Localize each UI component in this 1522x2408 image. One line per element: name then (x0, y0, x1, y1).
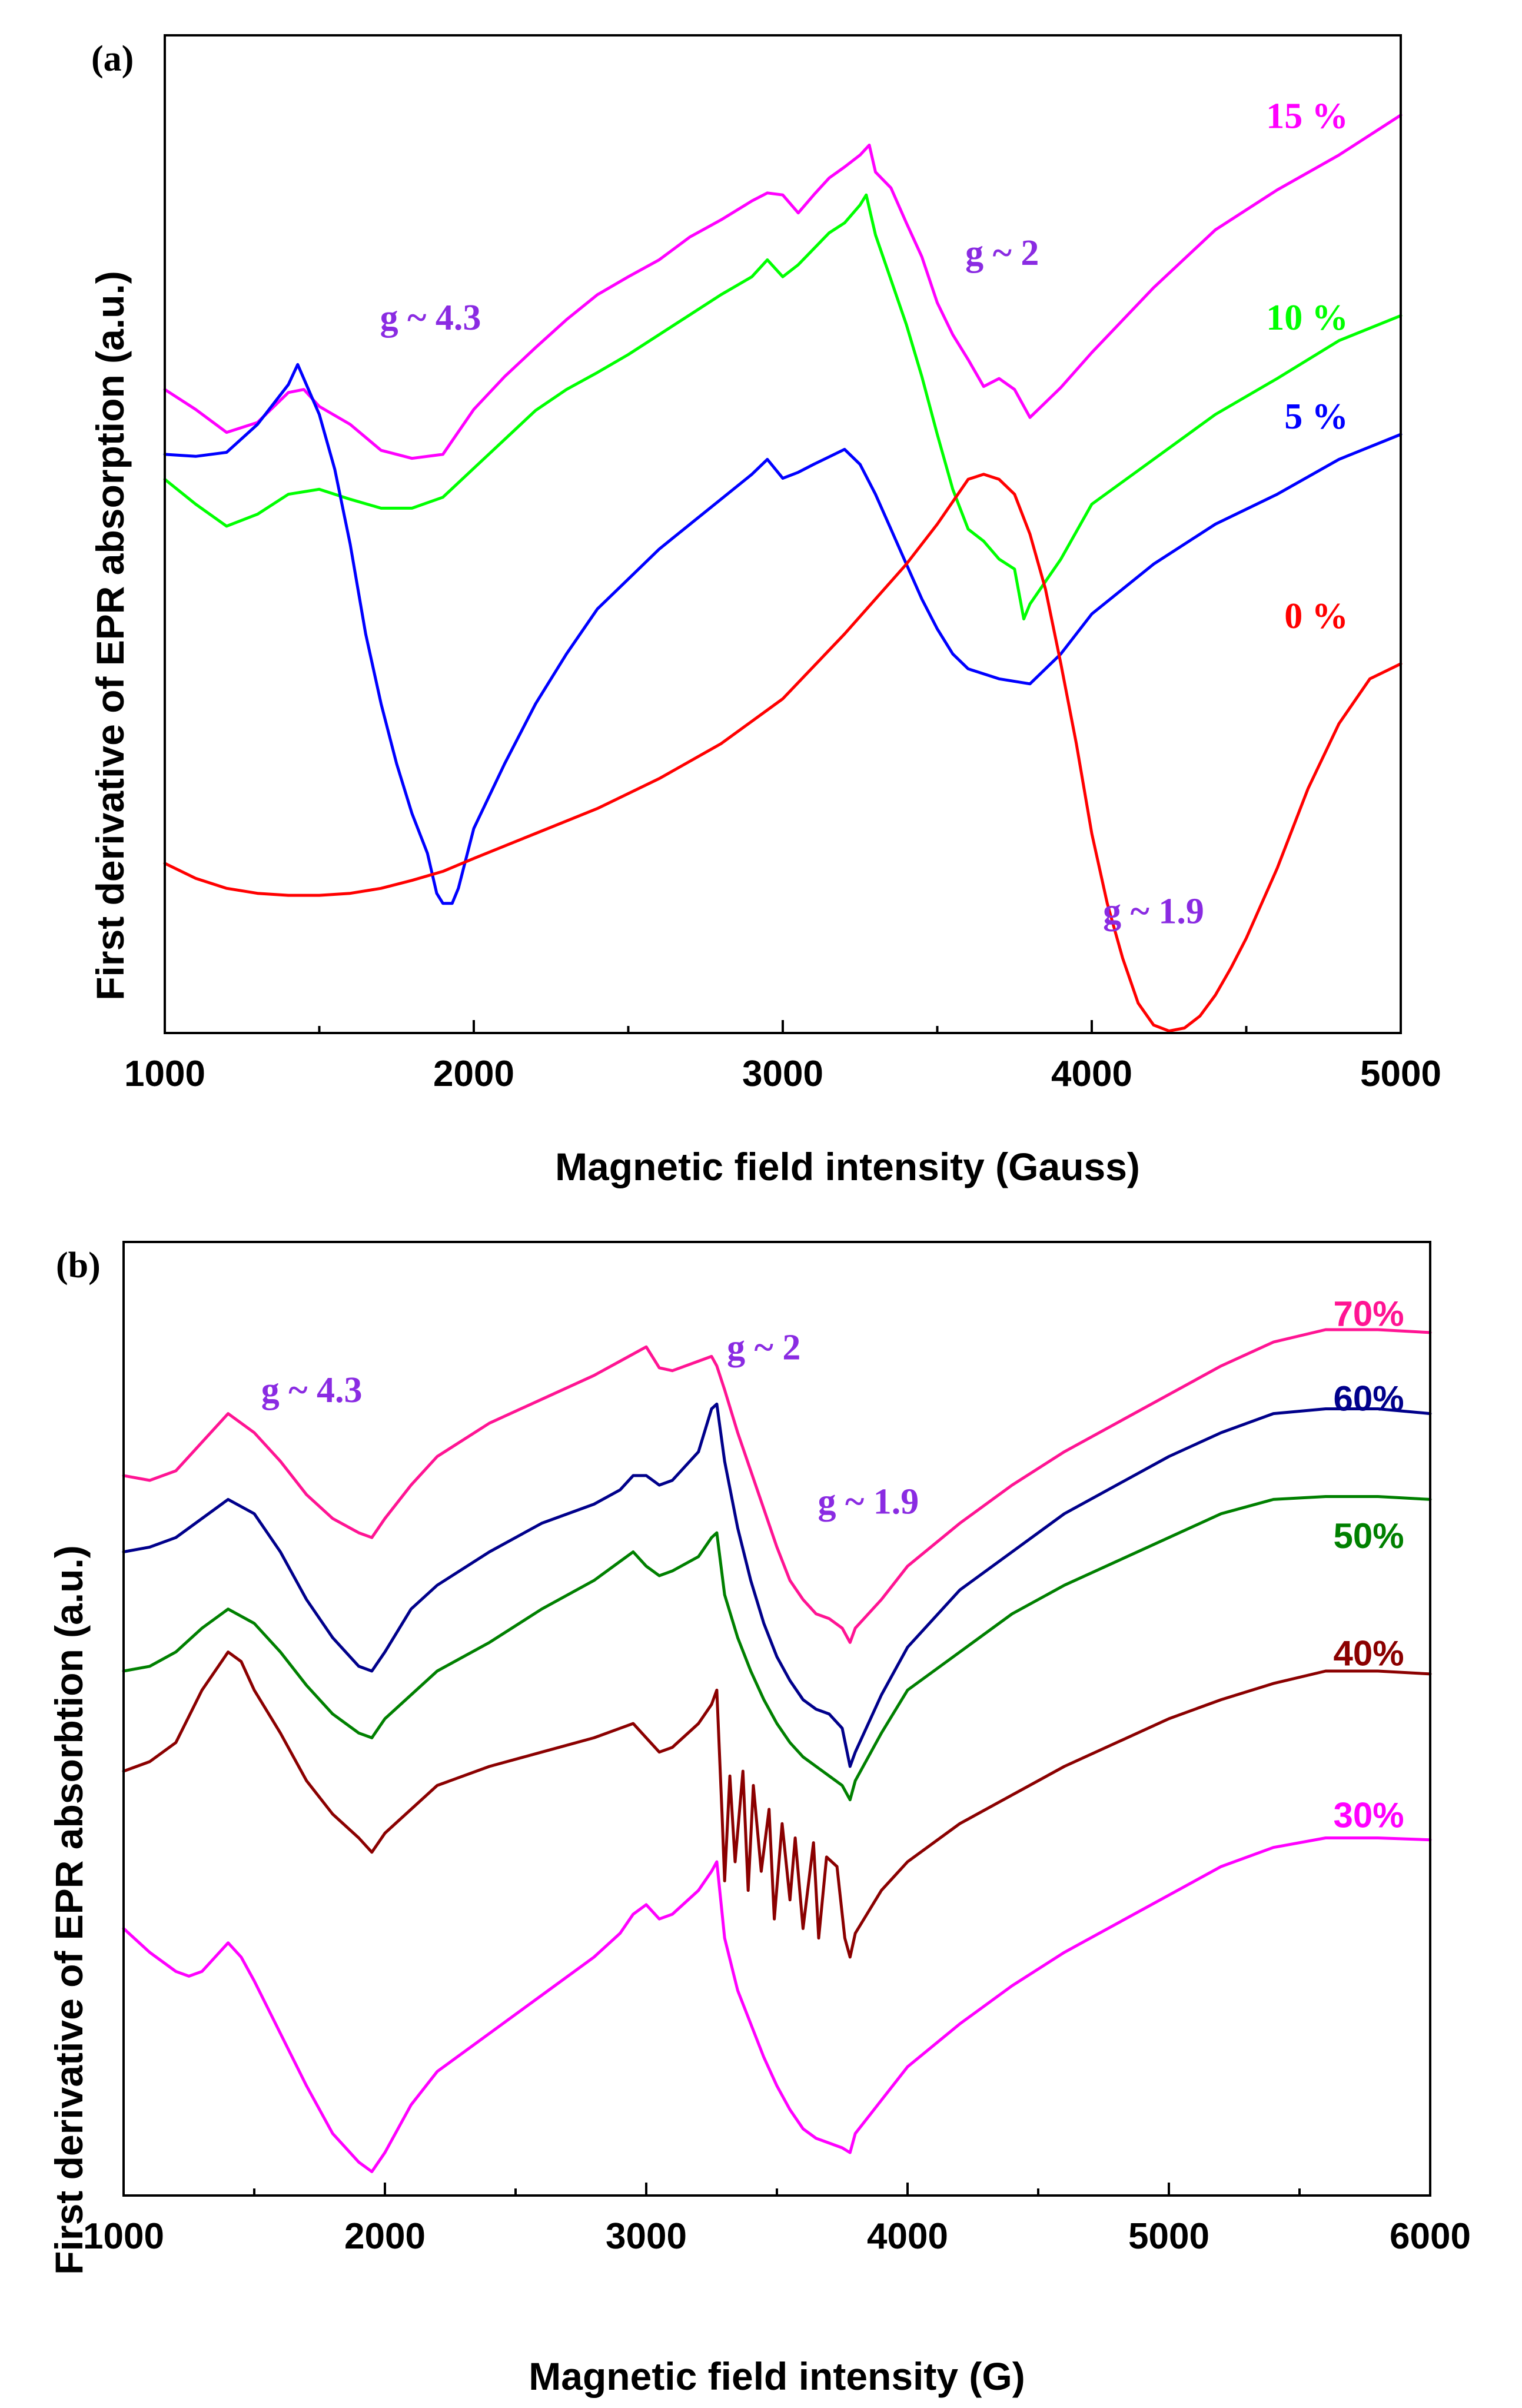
panel-b: (b) First derivative of EPR absorbtion (… (47, 1241, 1471, 2398)
series-b (122, 1328, 1432, 2173)
g-value-annotation: g ~ 2 (965, 233, 1039, 273)
series-labels-b: 70% 60% 50% 40% 30% (1334, 1294, 1404, 1835)
series-label: 30% (1334, 1796, 1404, 1835)
panel-label-b: (b) (56, 1245, 101, 1286)
x-tick-label: 2000 (433, 1054, 514, 1094)
series-a (163, 114, 1403, 1033)
x-tick-label: 3000 (606, 2216, 687, 2257)
x-tick-label: 1000 (83, 2216, 164, 2257)
series-label: 70% (1334, 1294, 1404, 1334)
x-ticks-a: 1000 2000 3000 4000 5000 (124, 1020, 1441, 1094)
x-tick-label: 5000 (1128, 2216, 1209, 2257)
panel-label-a: (a) (91, 39, 134, 79)
series-label: 5 % (1284, 397, 1348, 437)
annotations-b: g ~ 4.3 g ~ 2 g ~ 1.9 (261, 1327, 919, 1522)
series-label: 60% (1334, 1379, 1404, 1419)
series-label: 0 % (1284, 596, 1348, 636)
x-tick-label: 1000 (124, 1054, 205, 1094)
series-line-70-percent (122, 1328, 1432, 1644)
y-axis-title-b: First derivative of EPR absorbtion (a.u.… (47, 1545, 91, 2275)
g-value-annotation: g ~ 4.3 (261, 1370, 363, 1410)
x-tick-label: 4000 (867, 2216, 948, 2257)
series-label: 15 % (1266, 97, 1348, 137)
series-line-60-percent (122, 1402, 1432, 1768)
series-line-30-percent (122, 1836, 1432, 2173)
g-value-annotation: g ~ 1.9 (818, 1482, 919, 1522)
plot-frame-a (164, 34, 1402, 1034)
g-value-annotation: g ~ 2 (727, 1327, 800, 1367)
series-line-40-percent (122, 1650, 1432, 1959)
x-axis-title-a: Magnetic field intensity (Gauss) (555, 1145, 1140, 1188)
plot-frame-b (122, 1241, 1431, 2197)
x-tick-label: 5000 (1360, 1054, 1441, 1094)
panel-a: (a) First derivative of EPR absorption (… (88, 34, 1441, 1188)
series-line-0-percent (163, 473, 1403, 1033)
x-tick-label: 2000 (344, 2216, 426, 2257)
series-label: 40% (1334, 1633, 1404, 1673)
series-line-15-percent (163, 114, 1403, 460)
series-line-10-percent (163, 193, 1403, 621)
annotations-a: g ~ 4.3 g ~ 2 g ~ 1.9 (380, 233, 1204, 932)
x-tick-label: 4000 (1051, 1054, 1132, 1094)
g-value-annotation: g ~ 4.3 (380, 298, 481, 338)
x-tick-label: 6000 (1390, 2216, 1471, 2257)
g-value-annotation: g ~ 1.9 (1103, 892, 1204, 932)
x-ticks-b: 1000 2000 3000 4000 5000 6000 (83, 2183, 1471, 2257)
x-axis-title-b: Magnetic field intensity (G) (529, 2354, 1025, 2398)
series-line-50-percent (122, 1495, 1432, 1802)
x-tick-label: 3000 (742, 1054, 823, 1094)
y-axis-title-a: First derivative of EPR absorption (a.u.… (88, 271, 132, 1001)
series-line-5-percent (163, 363, 1403, 905)
series-label: 10 % (1266, 298, 1348, 338)
series-label: 50% (1334, 1516, 1404, 1556)
series-labels-a: 15 % 10 % 5 % 0 % (1266, 97, 1348, 636)
